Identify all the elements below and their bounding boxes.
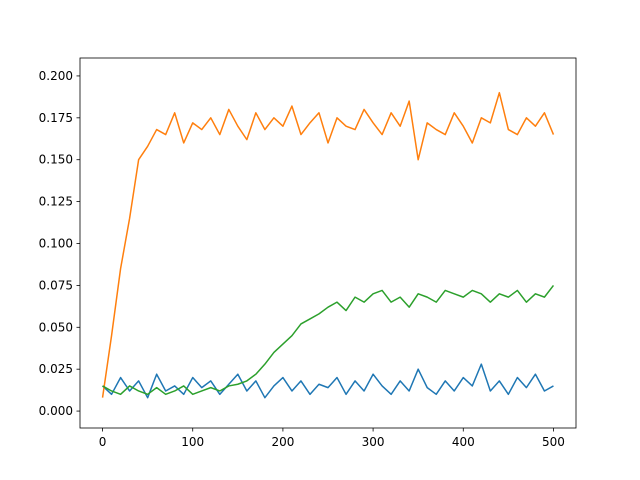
line-series: [102, 284, 555, 396]
x-tick-label: 200: [271, 435, 294, 449]
y-tick-label: 0.150: [39, 153, 73, 167]
y-tick-label: 0.050: [39, 320, 73, 334]
y-tick-label: 0.125: [39, 195, 73, 209]
x-tick-label: 500: [542, 435, 565, 449]
x-tick-label: 400: [452, 435, 475, 449]
plot-frame: [79, 57, 577, 429]
y-tick-label: 0.100: [39, 237, 73, 251]
y-tick-label: 0.000: [39, 404, 73, 418]
line-series: [101, 91, 555, 398]
y-tick-label: 0.175: [39, 111, 73, 125]
y-tick-label: 0.025: [39, 362, 73, 376]
x-tick-label: 300: [362, 435, 385, 449]
x-tick-label: 100: [181, 435, 204, 449]
y-tick-label: 0.200: [39, 69, 73, 83]
x-tick-label: 0: [99, 435, 107, 449]
y-tick-label: 0.075: [39, 278, 73, 292]
